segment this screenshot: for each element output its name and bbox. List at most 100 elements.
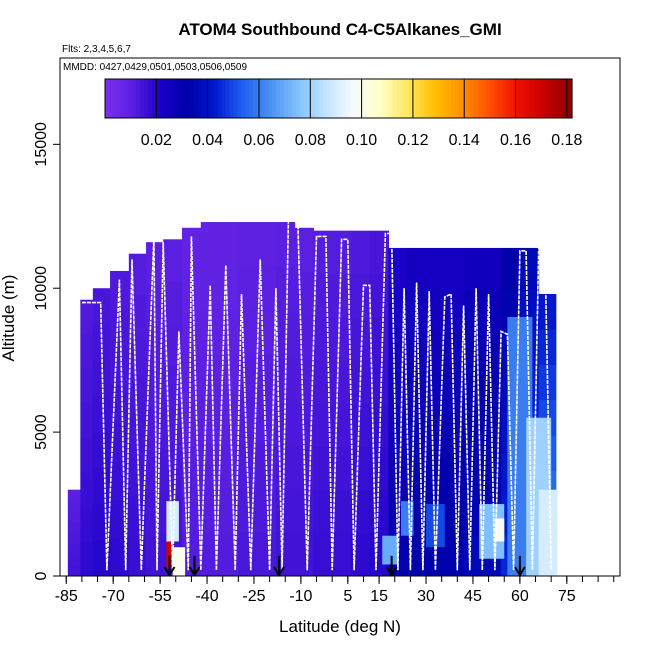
colorbar-segment bbox=[315, 79, 320, 118]
heat-cell bbox=[146, 450, 164, 494]
colorbar-segment bbox=[365, 79, 371, 118]
colorbar-segment bbox=[338, 79, 343, 118]
colorbar-segment bbox=[120, 79, 126, 118]
x-tick-label: 5 bbox=[343, 588, 352, 605]
x-tick-label: -55 bbox=[149, 588, 172, 605]
heat-cell bbox=[369, 273, 389, 318]
heat-cell bbox=[92, 288, 111, 325]
heat-cell bbox=[182, 532, 202, 577]
colorbar-segment bbox=[552, 79, 558, 118]
colorbar-segment bbox=[245, 79, 250, 118]
heat-cell bbox=[182, 358, 202, 403]
heat-cell bbox=[92, 468, 111, 505]
heat-cell bbox=[219, 222, 239, 267]
colorbar-segment bbox=[389, 79, 394, 118]
heat-cell bbox=[294, 358, 314, 403]
heat-cell bbox=[257, 310, 277, 356]
x-tick-label: 45 bbox=[464, 588, 482, 605]
heat-cell bbox=[67, 522, 81, 534]
colorbar-segment bbox=[447, 79, 452, 118]
heat-cell bbox=[463, 247, 483, 290]
heat-cell bbox=[294, 227, 314, 272]
colorbar-segment bbox=[443, 79, 449, 118]
colorbar-segment bbox=[280, 79, 285, 118]
colorbar-segment bbox=[225, 79, 231, 118]
colorbar-segment bbox=[330, 79, 336, 118]
colorbar-segment bbox=[529, 79, 534, 118]
colorbar-segment bbox=[163, 79, 168, 118]
colorbar-segment bbox=[556, 79, 561, 118]
dates-label: MMDD: 0427,0429,0501,0503,0506,0509 bbox=[63, 62, 247, 73]
colorbar-segment bbox=[501, 79, 507, 118]
heat-cell bbox=[92, 360, 111, 397]
colorbar-segment bbox=[319, 79, 324, 118]
heat-cell bbox=[313, 489, 333, 534]
heat-cell bbox=[275, 531, 296, 577]
heat-cell bbox=[444, 288, 465, 331]
heat-cell bbox=[80, 299, 94, 335]
colorbar-segment bbox=[350, 79, 355, 118]
colorbar-segment bbox=[221, 79, 227, 118]
heat-cell bbox=[388, 370, 408, 413]
heat-cell bbox=[182, 401, 202, 446]
colorbar-segment bbox=[521, 79, 526, 118]
colorbar-segment bbox=[112, 79, 118, 118]
colorbar-segment bbox=[326, 79, 332, 118]
x-tick-label: -70 bbox=[102, 588, 125, 605]
y-tick-label: 10000 bbox=[33, 266, 50, 311]
heat-cell bbox=[67, 511, 81, 523]
colorbar-segment bbox=[373, 79, 379, 118]
colorbar-segment bbox=[420, 79, 425, 118]
heat-cell bbox=[407, 370, 427, 413]
colorbar-segment bbox=[299, 79, 305, 118]
colorbar-tick-label: 0.02 bbox=[141, 132, 172, 149]
heat-cell bbox=[219, 443, 239, 489]
plot-frame bbox=[59, 57, 621, 577]
heat-cell bbox=[369, 360, 389, 404]
colorbar-tick-label: 0.04 bbox=[192, 132, 223, 149]
colorbar-segment bbox=[143, 79, 149, 118]
heat-cell bbox=[67, 565, 81, 577]
heat-cell bbox=[463, 452, 483, 495]
heat-cell bbox=[426, 288, 446, 331]
heat-cell bbox=[128, 495, 147, 537]
colorbar-segment bbox=[439, 79, 445, 118]
x-axis-label: Latitude (deg N) bbox=[279, 617, 401, 636]
colorbar-segment bbox=[140, 79, 145, 118]
heat-cell bbox=[332, 532, 352, 577]
colorbar-segment bbox=[206, 79, 211, 118]
heat-cell bbox=[146, 534, 164, 577]
colorbar-segment bbox=[213, 79, 219, 118]
heat-cell bbox=[80, 334, 94, 370]
heat-cell bbox=[238, 354, 258, 400]
heat-cell bbox=[67, 532, 81, 545]
x-tick-label: 75 bbox=[558, 588, 576, 605]
colorbar-segment bbox=[560, 79, 565, 118]
heat-cell bbox=[482, 247, 502, 290]
x-tick-label: -40 bbox=[195, 588, 218, 605]
heat-cell bbox=[163, 281, 183, 324]
heat-cell bbox=[128, 334, 147, 376]
heat-cell bbox=[388, 411, 408, 454]
heat-cell bbox=[80, 541, 94, 577]
heat-cell bbox=[163, 239, 183, 282]
heat-patch bbox=[166, 541, 173, 568]
colorbar-segment bbox=[517, 79, 523, 118]
colorbar-segment bbox=[540, 79, 546, 118]
heat-cell bbox=[332, 403, 352, 447]
heat-cell bbox=[110, 347, 130, 386]
colorbar-ticks: 0.02 0.04 0.06 0.08 0.10 0.12 0.14 0.16 0.18 bbox=[104, 78, 583, 149]
colorbar-segment bbox=[284, 79, 289, 118]
colorbar-segment bbox=[463, 79, 468, 118]
colorbar-segment bbox=[241, 79, 246, 118]
colorbar-segment bbox=[466, 79, 472, 118]
heat-cell bbox=[80, 368, 94, 404]
colorbar-segment bbox=[431, 79, 437, 118]
heat-cell bbox=[275, 310, 296, 356]
heat-cell bbox=[426, 411, 446, 454]
heat-cell bbox=[219, 266, 239, 312]
heat-cell bbox=[200, 443, 221, 489]
flights-label: Flts: 2,3,4,5,6,7 bbox=[62, 44, 131, 55]
heat-cell bbox=[110, 423, 130, 463]
